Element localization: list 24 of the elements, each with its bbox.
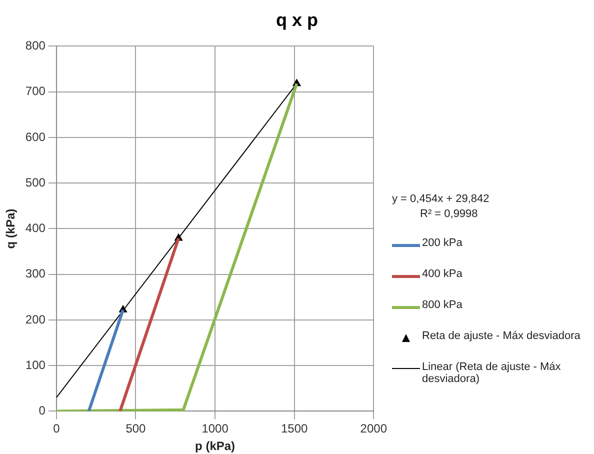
x-tick-label: 0 [53, 422, 60, 436]
legend-label: 800 kPa [422, 299, 462, 311]
y-tick-label: 600 [25, 130, 46, 144]
y-tick-label: 200 [25, 312, 46, 326]
legend-label: 400 kPa [422, 268, 462, 280]
x-tick-label: 2000 [360, 422, 388, 436]
chart-title: q x p [274, 10, 319, 31]
y-tick-label: 500 [25, 175, 46, 190]
legend-label: 200 kPa [422, 237, 462, 249]
y-tick-label: 0 [38, 404, 46, 418]
x-tick-label: 1000 [202, 422, 229, 436]
y-tick-label: 400 [25, 221, 46, 236]
legend-label: Reta de ajuste - Máx desviadora [422, 330, 580, 342]
y-tick-label: 300 [25, 266, 46, 281]
text: y = 0,454x + 29,842 [392, 192, 490, 207]
x-tick-label: 1500 [280, 422, 308, 436]
y-tick-label: 700 [25, 84, 46, 98]
x-tick-label: 500 [126, 422, 146, 436]
y-axis-title: q (kPa) [4, 208, 18, 249]
legend-label: Linear (Reta de ajuste - Máx desviadora) [422, 361, 562, 385]
y-tick-label: 800 [25, 38, 46, 53]
y-tick-label: 100 [25, 358, 46, 372]
text: R² = 0,9998 [419, 207, 479, 222]
x-axis-title: p (kPa) [195, 439, 236, 454]
